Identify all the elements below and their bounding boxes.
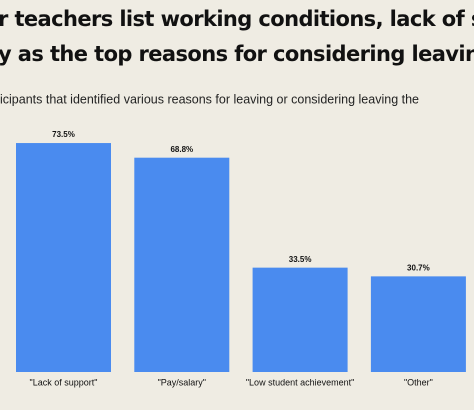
x-tick-label: "Lack of support" xyxy=(30,377,98,387)
chart-title-line: r teachers list working conditions, lack… xyxy=(0,7,474,31)
x-tick-label: "Low student achievement" xyxy=(246,377,354,387)
value-label: 68.8% xyxy=(170,145,193,154)
bar xyxy=(134,157,230,372)
value-label: 33.5% xyxy=(289,255,312,264)
value-label: 30.7% xyxy=(407,263,430,272)
bar xyxy=(370,276,466,372)
chart-subtitle: icipants that identified various reasons… xyxy=(0,92,419,106)
x-tick-label: "Other" xyxy=(404,377,433,387)
chart-title-line: y as the top reasons for considering lea… xyxy=(0,42,474,66)
x-tick-label: "Pay/salary" xyxy=(158,377,206,387)
bar xyxy=(16,143,111,372)
value-label: 73.5% xyxy=(52,130,75,139)
bar xyxy=(252,267,348,372)
